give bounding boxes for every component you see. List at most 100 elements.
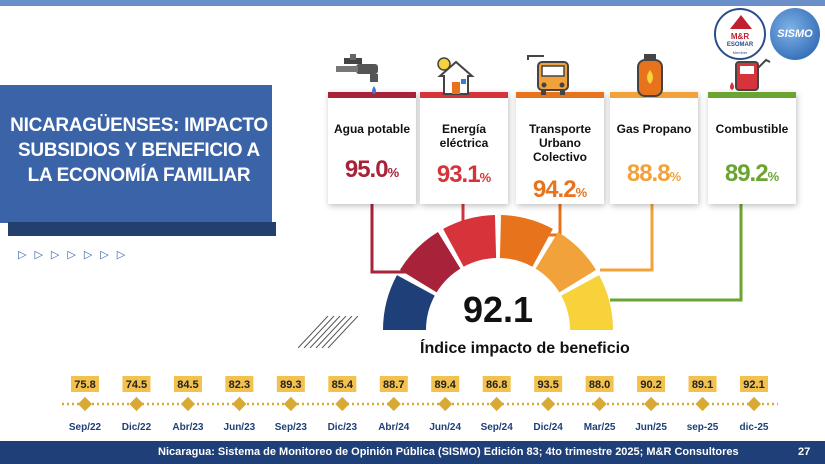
x-tick-label: Jun/23 bbox=[224, 422, 256, 433]
data-label-bg bbox=[122, 376, 151, 392]
x-tick-label: Jun/25 bbox=[635, 422, 667, 433]
data-point bbox=[283, 396, 298, 412]
card-transporte: Transporte Urbano Colectivo 94.2% bbox=[516, 92, 604, 204]
data-label-bg bbox=[637, 376, 666, 392]
gauge-segments bbox=[383, 215, 613, 330]
data-label-bg bbox=[740, 376, 768, 392]
data-label: 89.3 bbox=[280, 379, 301, 391]
card-value: 94.2% bbox=[516, 176, 604, 204]
card-value: 93.1% bbox=[420, 161, 508, 189]
card-value-unit: % bbox=[387, 165, 400, 180]
header-logos: M&R ESOMAR Member SISMO bbox=[714, 8, 820, 60]
water-tap-icon bbox=[336, 54, 378, 94]
data-label-bg bbox=[71, 376, 99, 392]
data-point bbox=[180, 396, 195, 412]
gauge-segment bbox=[535, 231, 597, 293]
logo-member-text: Member bbox=[732, 50, 748, 55]
page-title: NICARAGÜENSES: IMPACTO SUBSIDIOS Y BENEF… bbox=[10, 115, 268, 186]
gauge-center bbox=[436, 263, 560, 387]
x-tick-label: Abr/23 bbox=[172, 422, 204, 433]
data-label-bg bbox=[173, 376, 202, 392]
card-energia-electrica: Energía eléctrica 93.1% bbox=[420, 92, 508, 204]
data-point bbox=[438, 396, 453, 412]
card-value: 95.0% bbox=[328, 156, 416, 184]
card-value-unit: % bbox=[669, 169, 682, 184]
data-label: 85.4 bbox=[332, 379, 354, 391]
trend-marks: 75.8 Sep/22 74.5 Dic/22 84.5 Abr/23 82.3 Jun/23… bbox=[69, 376, 769, 433]
data-label-bg bbox=[431, 376, 460, 392]
data-point bbox=[695, 396, 710, 412]
card-value-unit: % bbox=[767, 169, 780, 184]
data-point bbox=[489, 396, 504, 412]
fuel-pump-icon bbox=[730, 58, 771, 91]
card-value: 89.2% bbox=[708, 160, 796, 188]
mr-consultores-logo: M&R ESOMAR Member bbox=[714, 8, 766, 60]
x-tick-label: Dic/22 bbox=[122, 422, 152, 433]
card-value-number: 95.0 bbox=[344, 156, 389, 183]
card-value-number: 89.2 bbox=[724, 160, 769, 187]
title-underline-bar bbox=[8, 222, 276, 236]
x-tick-label: Dic/24 bbox=[533, 422, 563, 433]
x-tick-label: Jun/24 bbox=[429, 422, 461, 433]
x-tick-label: Sep/24 bbox=[481, 422, 514, 433]
data-point bbox=[644, 396, 659, 412]
card-agua-potable: Agua potable 95.0% bbox=[328, 92, 416, 204]
card-label: Agua potable bbox=[333, 122, 410, 136]
data-point bbox=[232, 396, 247, 412]
sismo-logo: SISMO bbox=[770, 8, 820, 60]
logo-sismo-text: SISMO bbox=[777, 28, 813, 40]
data-label-bg bbox=[379, 376, 408, 392]
data-label: 74.5 bbox=[126, 379, 147, 391]
data-label: 89.4 bbox=[435, 379, 457, 391]
gauge-segment bbox=[443, 215, 497, 267]
data-label-bg bbox=[225, 376, 254, 392]
data-point bbox=[746, 396, 762, 412]
footer-source: Nicaragua: Sistema de Monitoreo de Opini… bbox=[158, 446, 739, 458]
gauge-segment bbox=[499, 215, 553, 267]
card-label: Gas Propano bbox=[616, 122, 692, 136]
data-label: 88.7 bbox=[383, 379, 404, 391]
gauge-segment bbox=[383, 275, 435, 330]
x-tick-label: Dic/23 bbox=[328, 422, 358, 433]
card-label: Energía eléctrica bbox=[439, 122, 489, 150]
data-point bbox=[335, 396, 350, 412]
data-point bbox=[386, 396, 401, 412]
top-accent-bar bbox=[0, 0, 825, 6]
data-label: 89.1 bbox=[692, 379, 713, 391]
decor-arrows: ▷▷▷▷▷▷▷ bbox=[18, 249, 134, 261]
card-combustible: Combustible 89.2% bbox=[708, 92, 796, 204]
card-value-unit: % bbox=[575, 185, 588, 200]
card-label: Combustible bbox=[715, 122, 789, 136]
data-label-bg bbox=[688, 376, 717, 392]
data-point bbox=[541, 396, 556, 412]
data-label-bg bbox=[534, 376, 563, 392]
gas-cylinder-icon bbox=[637, 54, 663, 97]
data-label: 93.5 bbox=[537, 379, 558, 391]
trend-chart: 75.8 Sep/22 74.5 Dic/22 84.5 Abr/23 82.3 Jun/23… bbox=[62, 376, 778, 433]
gauge-label: Índice impacto de beneficio bbox=[420, 340, 630, 357]
x-tick-label: dic-25 bbox=[740, 422, 769, 433]
page-number: 27 bbox=[798, 446, 811, 458]
decor-hatch bbox=[298, 316, 358, 348]
data-label: 90.2 bbox=[640, 379, 661, 391]
logo-mr-text: M&R bbox=[730, 32, 750, 41]
card-gas-propano: Gas Propano 88.8% bbox=[610, 92, 698, 204]
data-label: 88.0 bbox=[589, 379, 610, 391]
data-label: 75.8 bbox=[74, 379, 95, 391]
card-label: Transporte Urbano Colectivo bbox=[528, 122, 591, 164]
gauge-value: 92.1 bbox=[463, 289, 533, 330]
card-value: 88.8% bbox=[610, 160, 698, 188]
data-label-bg bbox=[328, 376, 357, 392]
gauge-segment bbox=[561, 275, 613, 330]
x-tick-label: sep-25 bbox=[687, 422, 719, 433]
card-value-number: 94.2 bbox=[532, 176, 577, 203]
x-tick-label: Mar/25 bbox=[584, 422, 616, 433]
footer-bar bbox=[0, 441, 825, 464]
x-tick-label: Sep/22 bbox=[69, 422, 102, 433]
card-value-unit: % bbox=[479, 170, 492, 185]
title-panel bbox=[0, 85, 272, 223]
data-label: 86.8 bbox=[486, 379, 507, 391]
connector-agua bbox=[370, 204, 406, 274]
connector-combustible bbox=[610, 204, 743, 302]
